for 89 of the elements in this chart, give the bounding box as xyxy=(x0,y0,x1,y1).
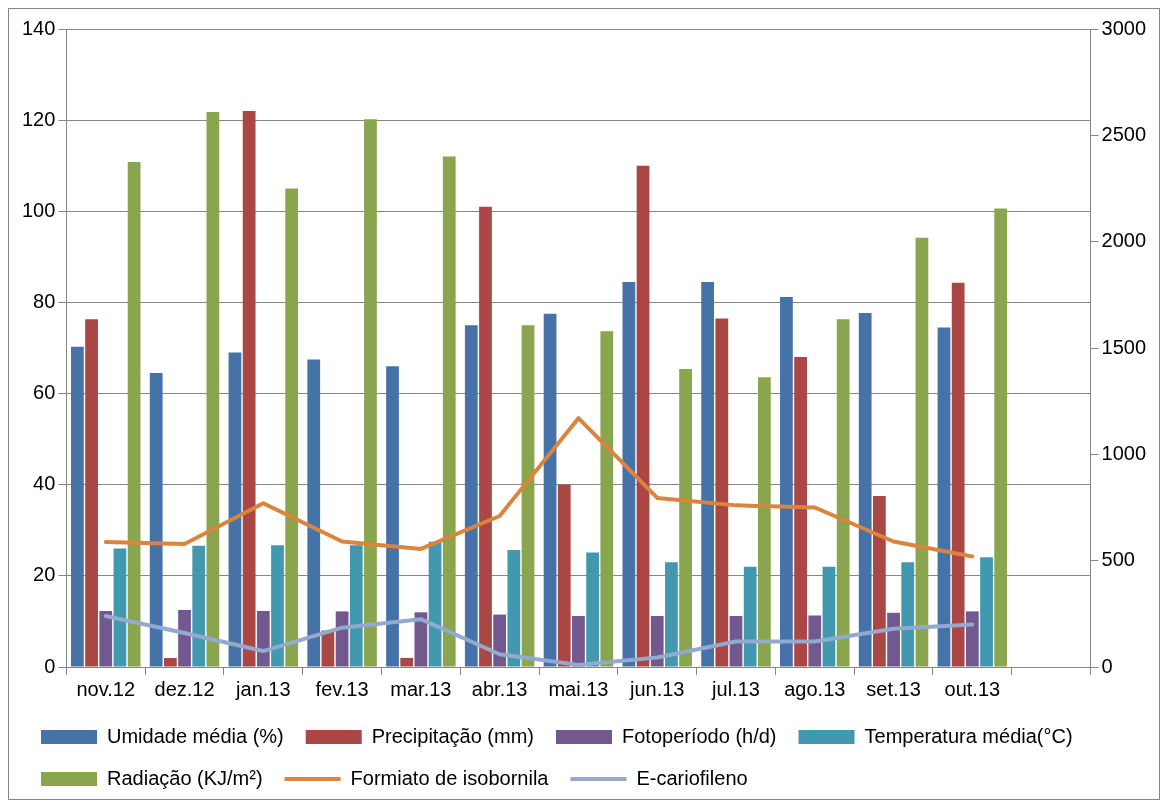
y2-tick-label: 2500 xyxy=(1101,122,1147,145)
x-tick-label: set.13 xyxy=(866,677,921,700)
bar xyxy=(679,368,692,667)
legend-label: Radiação (KJ/m²) xyxy=(107,766,263,789)
bar xyxy=(994,208,1008,667)
bar xyxy=(965,611,979,667)
bar xyxy=(715,318,729,667)
bar xyxy=(464,325,478,667)
bar xyxy=(442,156,456,667)
bar xyxy=(307,359,321,667)
bar xyxy=(521,325,535,667)
y2-tick-label: 1500 xyxy=(1101,335,1147,358)
bar xyxy=(980,557,993,667)
bar xyxy=(228,352,242,667)
bar xyxy=(937,327,951,667)
bar xyxy=(192,545,206,667)
y-tick-label: 40 xyxy=(33,472,56,495)
x-tick-label: dez.12 xyxy=(154,677,215,700)
y-tick-label: 80 xyxy=(33,289,56,312)
legend-label: Fotoperíodo (h/d) xyxy=(621,724,777,747)
bar xyxy=(794,357,807,667)
legend-label: E-cariofileno xyxy=(636,766,748,789)
bar xyxy=(256,610,270,667)
bar xyxy=(701,281,715,667)
bar xyxy=(557,484,571,667)
x-tick-label: mar.13 xyxy=(390,677,452,700)
bar xyxy=(543,313,557,667)
bar xyxy=(271,545,284,667)
legend-label: Precipitação (mm) xyxy=(371,724,534,747)
legend-label: Temperatura média(°C) xyxy=(864,724,1073,747)
bar xyxy=(915,237,929,667)
bar xyxy=(206,111,220,667)
bar xyxy=(364,119,377,667)
bar xyxy=(873,496,886,667)
bar xyxy=(780,296,793,667)
y-tick-label: 20 xyxy=(33,563,56,586)
bar xyxy=(400,657,414,667)
x-tick-label: mai.13 xyxy=(548,677,609,700)
bar xyxy=(149,373,163,667)
bar xyxy=(858,312,872,667)
bar xyxy=(127,162,141,667)
bar xyxy=(71,346,84,667)
bar xyxy=(507,549,521,667)
y-tick-label: 60 xyxy=(33,381,56,404)
bar xyxy=(757,377,771,667)
y2-tick-label: 2000 xyxy=(1101,229,1147,252)
bar xyxy=(479,206,492,667)
bar xyxy=(163,657,177,667)
y-tick-label: 140 xyxy=(21,16,56,39)
y-tick-label: 120 xyxy=(21,107,56,130)
y-tick-label: 0 xyxy=(44,654,56,677)
y2-tick-label: 500 xyxy=(1101,548,1135,571)
bar xyxy=(178,610,191,667)
bar xyxy=(901,562,915,667)
bar xyxy=(822,566,836,667)
bar xyxy=(600,331,614,667)
x-tick-label: ago.13 xyxy=(784,677,846,700)
bar xyxy=(743,566,757,667)
x-tick-label: jul.13 xyxy=(711,677,760,700)
y2-tick-label: 3000 xyxy=(1101,16,1147,39)
bar xyxy=(99,610,113,667)
legend-label: Formiato de isobornila xyxy=(350,766,550,789)
x-tick-label: abr.13 xyxy=(471,677,528,700)
bar xyxy=(622,281,636,667)
bar xyxy=(572,615,585,667)
bar xyxy=(414,612,428,667)
legend-label: Umidade média (%) xyxy=(107,724,284,747)
y2-tick-label: 0 xyxy=(1101,654,1113,677)
bar xyxy=(586,552,599,667)
bar xyxy=(493,614,507,667)
bar xyxy=(386,366,399,667)
bar xyxy=(650,615,664,667)
bar xyxy=(636,165,650,667)
bar xyxy=(665,562,678,667)
bar xyxy=(242,111,256,667)
y-tick-label: 100 xyxy=(21,198,56,221)
bar xyxy=(285,188,299,667)
bar xyxy=(836,319,850,667)
x-tick-label: fev.13 xyxy=(315,677,369,700)
bar xyxy=(113,548,127,667)
bar xyxy=(887,612,900,667)
x-tick-label: nov.12 xyxy=(76,677,136,700)
x-tick-label: out.13 xyxy=(944,677,1001,700)
x-tick-label: jun.13 xyxy=(628,677,685,700)
bar xyxy=(951,282,965,667)
bar xyxy=(85,319,98,667)
y2-tick-label: 1000 xyxy=(1101,441,1147,464)
x-tick-label: jan.13 xyxy=(235,677,291,700)
bar xyxy=(349,545,363,667)
